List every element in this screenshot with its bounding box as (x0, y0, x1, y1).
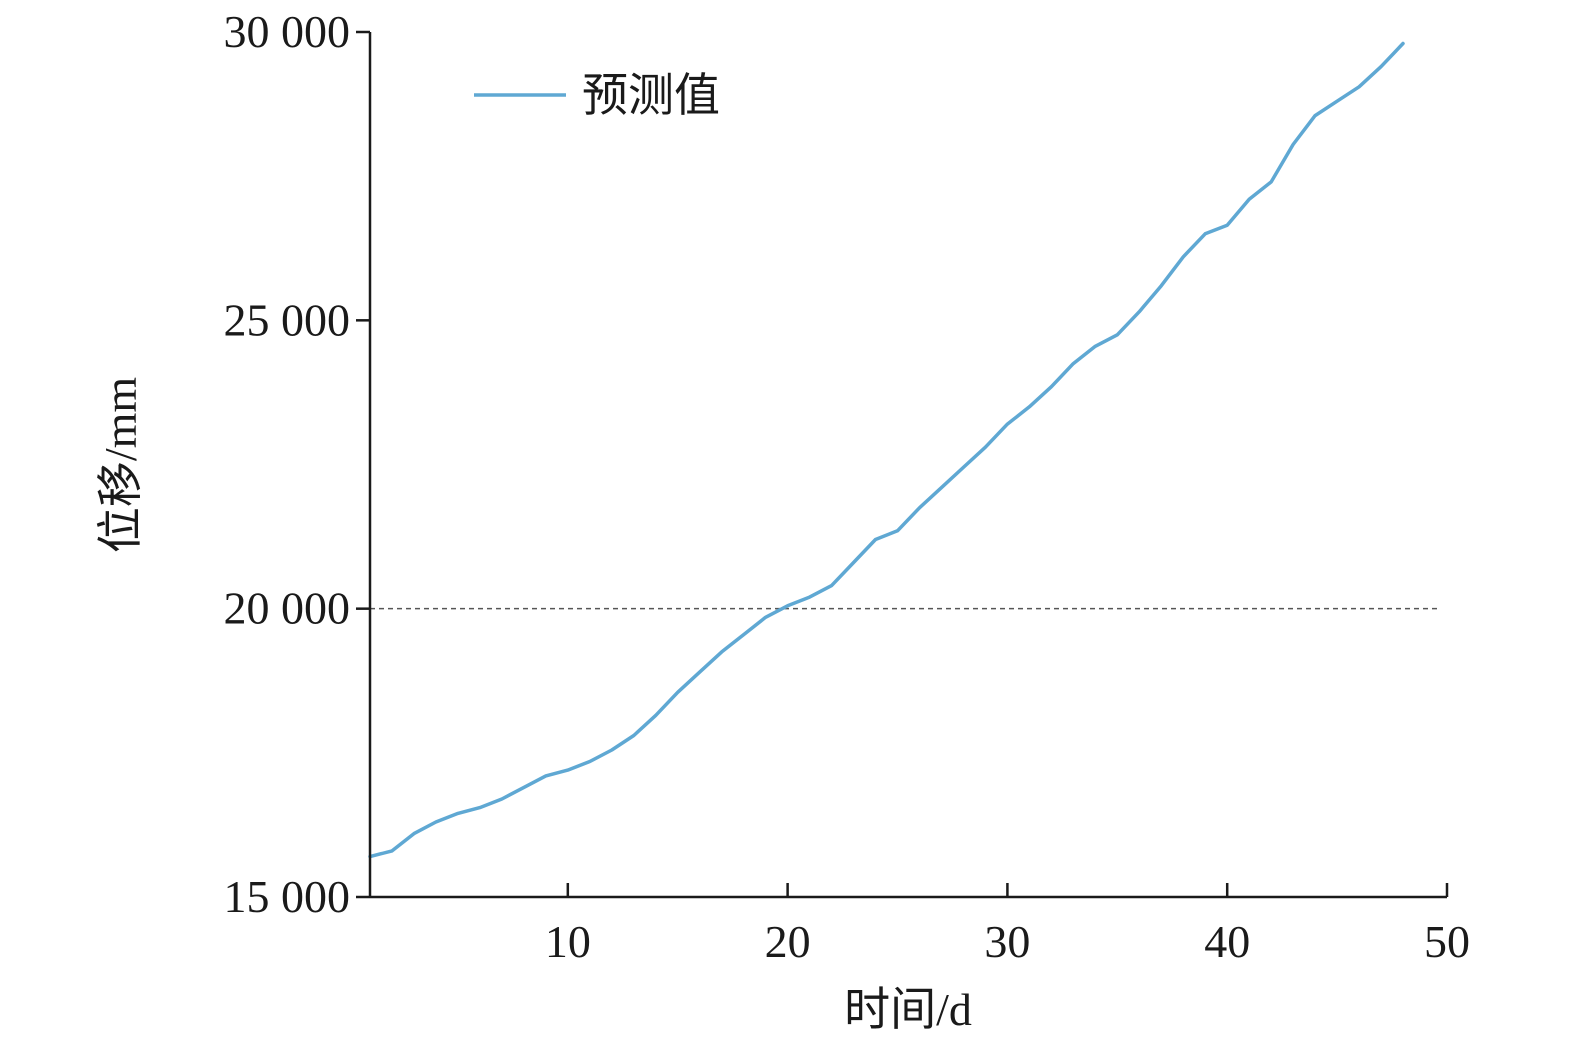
y-tick-label: 20 000 (224, 583, 351, 634)
x-tick-label: 10 (545, 916, 591, 967)
y-tick-label: 25 000 (224, 294, 351, 345)
legend-label: 预测值 (582, 70, 720, 121)
x-tick-label: 30 (984, 916, 1030, 967)
series-line (368, 41, 1405, 859)
x-tick-label: 20 (765, 916, 811, 967)
x-axis-title: 时间/d (844, 984, 972, 1035)
x-tick-label: 50 (1424, 916, 1470, 967)
y-tick-label: 15 000 (224, 871, 351, 922)
y-tick-label: 30 000 (224, 6, 351, 57)
y-axis-title: 位移/mm (95, 377, 146, 554)
x-tick-label: 40 (1204, 916, 1250, 967)
